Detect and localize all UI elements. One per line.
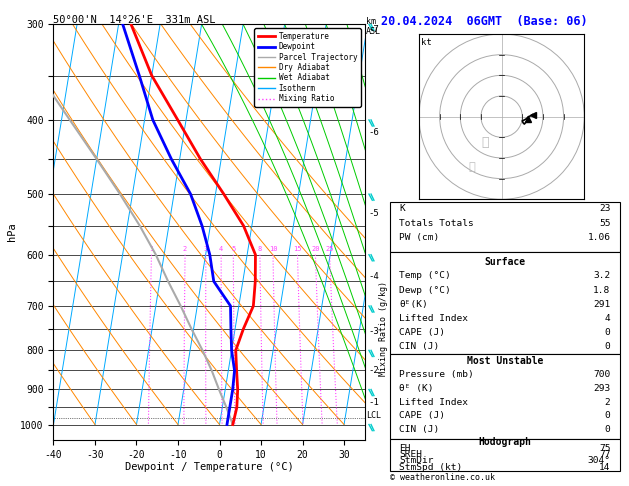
Text: -6: -6 [368, 128, 379, 137]
Text: -7: -7 [368, 25, 379, 35]
Text: 8: 8 [258, 246, 262, 252]
Text: 293: 293 [593, 384, 610, 393]
Text: 2: 2 [604, 398, 610, 407]
Text: Mixing Ratio (g/kg): Mixing Ratio (g/kg) [379, 281, 388, 376]
Text: StmDir: StmDir [399, 456, 433, 465]
Text: 3: 3 [204, 246, 208, 252]
Text: -4: -4 [368, 272, 379, 281]
Text: Surface: Surface [484, 257, 525, 266]
Text: LCL: LCL [366, 411, 381, 420]
Text: PW (cm): PW (cm) [399, 233, 440, 242]
Text: Temp (°C): Temp (°C) [399, 271, 451, 280]
Legend: Temperature, Dewpoint, Parcel Trajectory, Dry Adiabat, Wet Adiabat, Isotherm, Mi: Temperature, Dewpoint, Parcel Trajectory… [254, 28, 361, 107]
Text: 23: 23 [599, 204, 610, 213]
Bar [390, 202, 620, 252]
Text: -5: -5 [368, 209, 379, 218]
Bar [390, 439, 620, 471]
Text: 0: 0 [604, 328, 610, 337]
Text: 10: 10 [269, 246, 277, 252]
Text: 291: 291 [593, 300, 610, 309]
Text: Lifted Index: Lifted Index [399, 314, 468, 323]
Text: 304°: 304° [587, 456, 610, 465]
Text: EH: EH [399, 444, 411, 453]
Text: CIN (J): CIN (J) [399, 343, 440, 351]
X-axis label: Dewpoint / Temperature (°C): Dewpoint / Temperature (°C) [125, 462, 294, 472]
Text: 2: 2 [183, 246, 187, 252]
Text: 4: 4 [604, 314, 610, 323]
Text: © weatheronline.co.uk: © weatheronline.co.uk [390, 473, 495, 482]
Bar [390, 354, 620, 439]
Text: 20: 20 [311, 246, 320, 252]
Text: -2: -2 [368, 366, 379, 375]
Text: 1: 1 [149, 246, 153, 252]
Text: CIN (J): CIN (J) [399, 425, 440, 434]
Text: SREH: SREH [399, 450, 422, 459]
Text: 14: 14 [599, 463, 610, 471]
Text: -3: -3 [368, 327, 379, 336]
Text: 700: 700 [593, 370, 610, 379]
Text: 0: 0 [604, 343, 610, 351]
Text: ℜ: ℜ [469, 162, 476, 173]
Text: 0: 0 [604, 411, 610, 420]
Text: CAPE (J): CAPE (J) [399, 328, 445, 337]
Text: ℜ: ℜ [481, 136, 489, 149]
Text: Dewp (°C): Dewp (°C) [399, 286, 451, 295]
Text: km
ASL: km ASL [366, 17, 381, 36]
Text: 15: 15 [293, 246, 302, 252]
Y-axis label: hPa: hPa [8, 223, 18, 242]
Text: θᴱ (K): θᴱ (K) [399, 384, 433, 393]
Text: Hodograph: Hodograph [478, 437, 532, 447]
Bar [390, 252, 620, 354]
Text: Pressure (mb): Pressure (mb) [399, 370, 474, 379]
Text: -1: -1 [368, 398, 379, 407]
Text: 55: 55 [599, 219, 610, 227]
Text: θᴱ(K): θᴱ(K) [399, 300, 428, 309]
Text: 77: 77 [599, 450, 610, 459]
Text: StmSpd (kt): StmSpd (kt) [399, 463, 462, 471]
Text: Lifted Index: Lifted Index [399, 398, 468, 407]
Text: 1.06: 1.06 [587, 233, 610, 242]
Text: 75: 75 [599, 444, 610, 453]
Text: 0: 0 [604, 425, 610, 434]
Text: 25: 25 [325, 246, 334, 252]
Text: 1.8: 1.8 [593, 286, 610, 295]
Text: kt: kt [421, 38, 432, 47]
Text: 4: 4 [219, 246, 223, 252]
Text: CAPE (J): CAPE (J) [399, 411, 445, 420]
Text: 20.04.2024  06GMT  (Base: 06): 20.04.2024 06GMT (Base: 06) [381, 15, 587, 28]
Text: 50°00'N  14°26'E  331m ASL: 50°00'N 14°26'E 331m ASL [53, 15, 216, 25]
Text: Most Unstable: Most Unstable [467, 356, 543, 366]
Text: 3.2: 3.2 [593, 271, 610, 280]
Text: K: K [399, 204, 405, 213]
Text: 5: 5 [231, 246, 235, 252]
Text: Totals Totals: Totals Totals [399, 219, 474, 227]
